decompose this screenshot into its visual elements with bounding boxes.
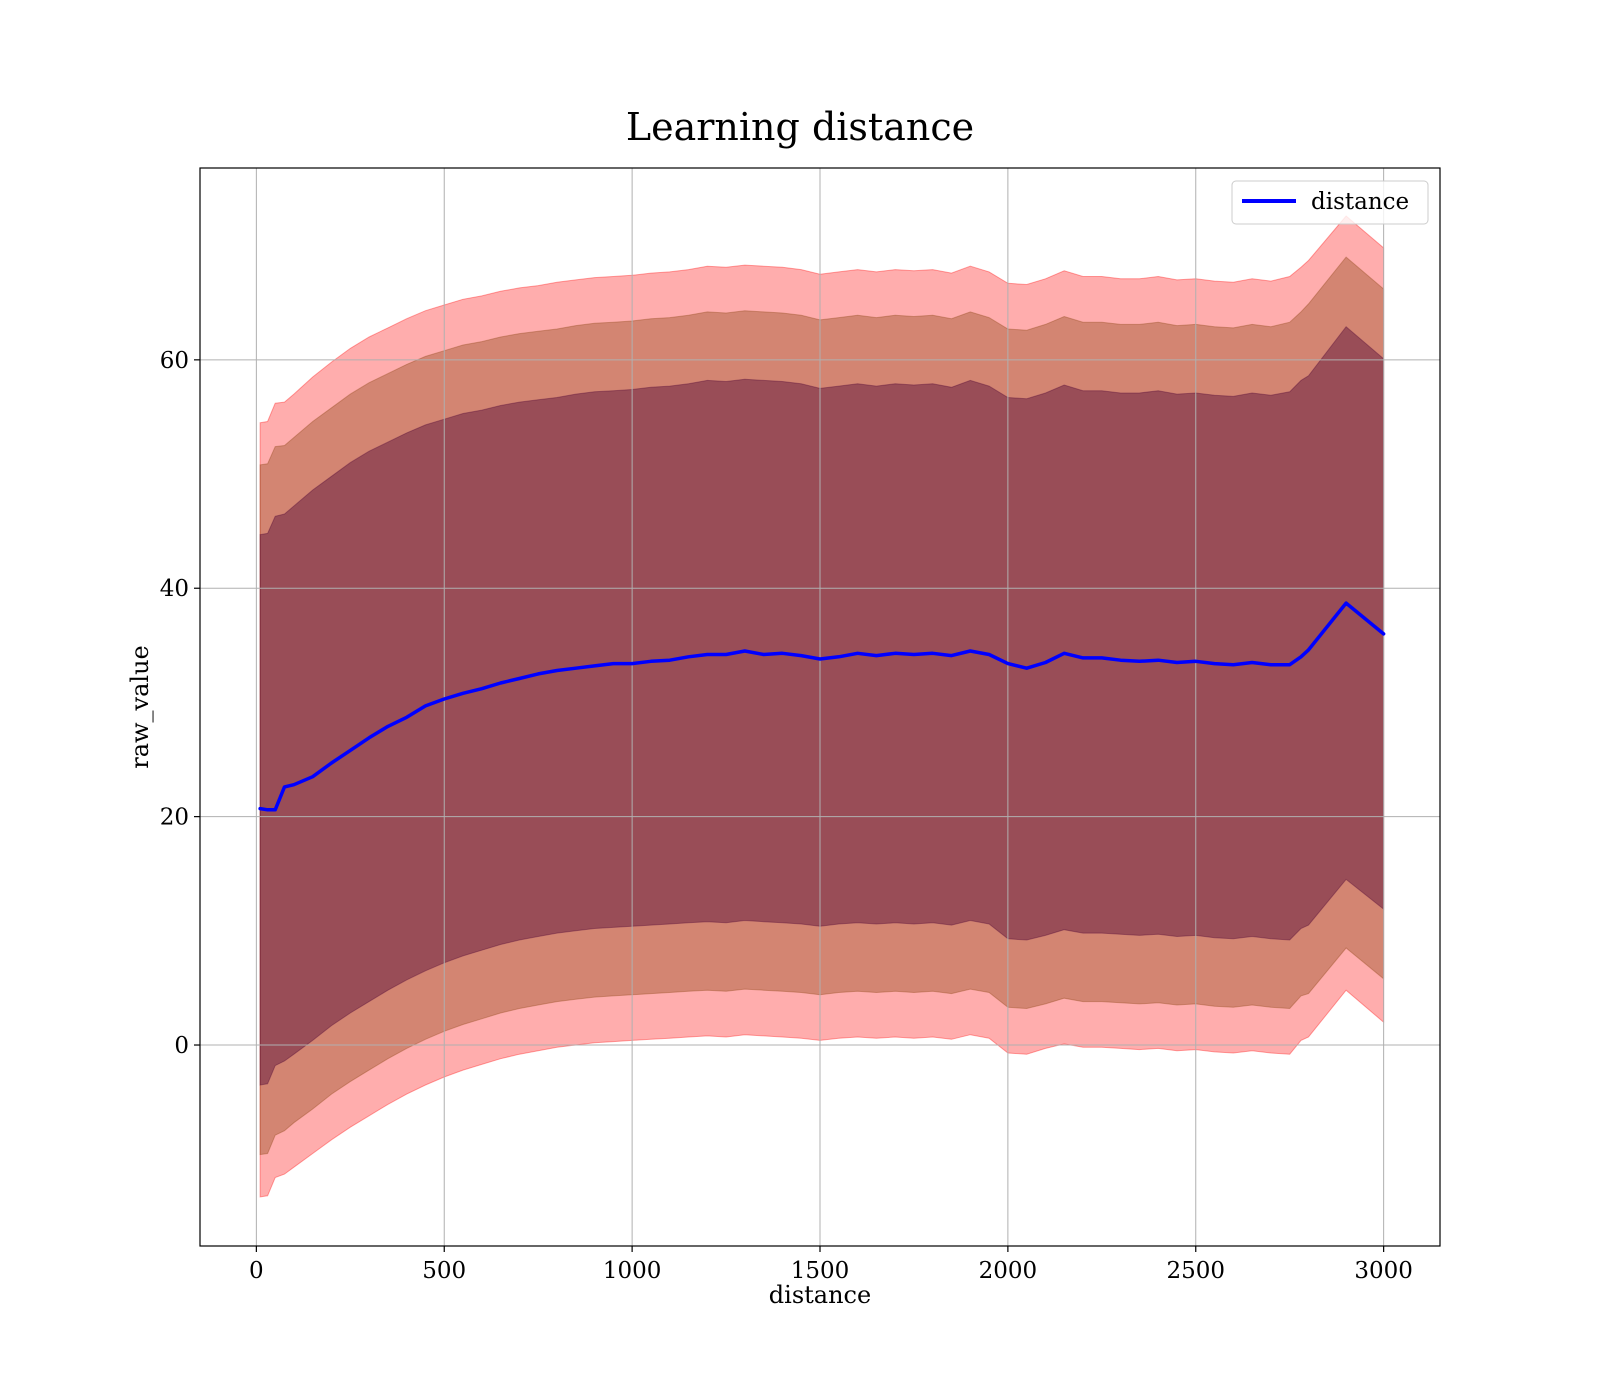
y-tick-label: 20 [160, 805, 189, 831]
x-tick-label: 0 [249, 1258, 264, 1284]
x-tick-label: 1000 [603, 1258, 662, 1284]
y-tick-label: 60 [160, 348, 189, 374]
y-axis-label: raw_value [126, 645, 154, 769]
plot-area [199, 167, 1441, 1247]
x-tick-label: 3000 [1354, 1258, 1413, 1284]
y-tick-label: 40 [160, 576, 189, 602]
x-tick-label: 2000 [979, 1258, 1038, 1284]
x-axis-label: distance [769, 1281, 871, 1309]
series-line-distance [258, 601, 1386, 812]
series-lines [258, 601, 1386, 812]
x-tick-label: 500 [422, 1258, 466, 1284]
y-axis-ticks: 0 20 40 60 [160, 348, 200, 1059]
chart-title: Learning distance [626, 105, 974, 149]
x-tick-label: 1500 [791, 1258, 850, 1284]
x-axis-ticks: 0 500 1000 1500 2000 2500 3000 [249, 1246, 1413, 1284]
x-tick-label: 2500 [1166, 1258, 1225, 1284]
legend-box [1231, 180, 1429, 225]
legend: distance [1231, 180, 1429, 225]
confidence-bands [259, 215, 1385, 1198]
y-tick-label: 0 [174, 1033, 189, 1059]
grid [200, 168, 1440, 1246]
legend-label-distance: distance [1311, 189, 1409, 215]
